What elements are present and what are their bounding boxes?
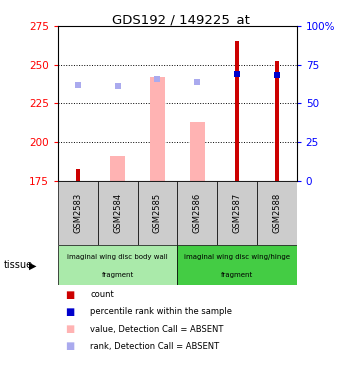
Text: GSM2585: GSM2585 <box>153 193 162 233</box>
Text: value, Detection Call = ABSENT: value, Detection Call = ABSENT <box>90 325 224 333</box>
Text: GSM2586: GSM2586 <box>193 193 202 233</box>
Bar <box>137 181 177 245</box>
Text: percentile rank within the sample: percentile rank within the sample <box>90 307 232 316</box>
Bar <box>177 245 297 285</box>
Text: rank, Detection Call = ABSENT: rank, Detection Call = ABSENT <box>90 342 220 351</box>
Text: ■: ■ <box>65 307 74 317</box>
Bar <box>275 61 279 181</box>
Bar <box>76 169 80 181</box>
Text: ■: ■ <box>65 290 74 300</box>
Text: ■: ■ <box>65 341 74 351</box>
Bar <box>98 181 137 245</box>
Text: GSM2588: GSM2588 <box>272 193 281 233</box>
Bar <box>110 156 125 181</box>
Text: count: count <box>90 290 114 299</box>
Text: ■: ■ <box>65 324 74 334</box>
Text: imaginal wing disc body wall: imaginal wing disc body wall <box>67 254 168 260</box>
Bar <box>58 245 177 285</box>
Text: fragment: fragment <box>221 272 253 279</box>
Bar <box>58 181 98 245</box>
Bar <box>190 122 205 181</box>
Text: GSM2584: GSM2584 <box>113 193 122 233</box>
Bar <box>217 181 257 245</box>
Bar <box>257 181 297 245</box>
Text: fragment: fragment <box>102 272 134 279</box>
Text: ▶: ▶ <box>29 260 36 270</box>
Text: GDS192 / 149225_at: GDS192 / 149225_at <box>112 13 250 26</box>
Bar <box>235 41 239 181</box>
Text: GSM2583: GSM2583 <box>73 193 83 233</box>
Bar <box>177 181 217 245</box>
Bar <box>150 77 165 181</box>
Text: imaginal wing disc wing/hinge: imaginal wing disc wing/hinge <box>184 254 290 260</box>
Text: GSM2587: GSM2587 <box>233 193 241 233</box>
Text: tissue: tissue <box>3 260 32 270</box>
